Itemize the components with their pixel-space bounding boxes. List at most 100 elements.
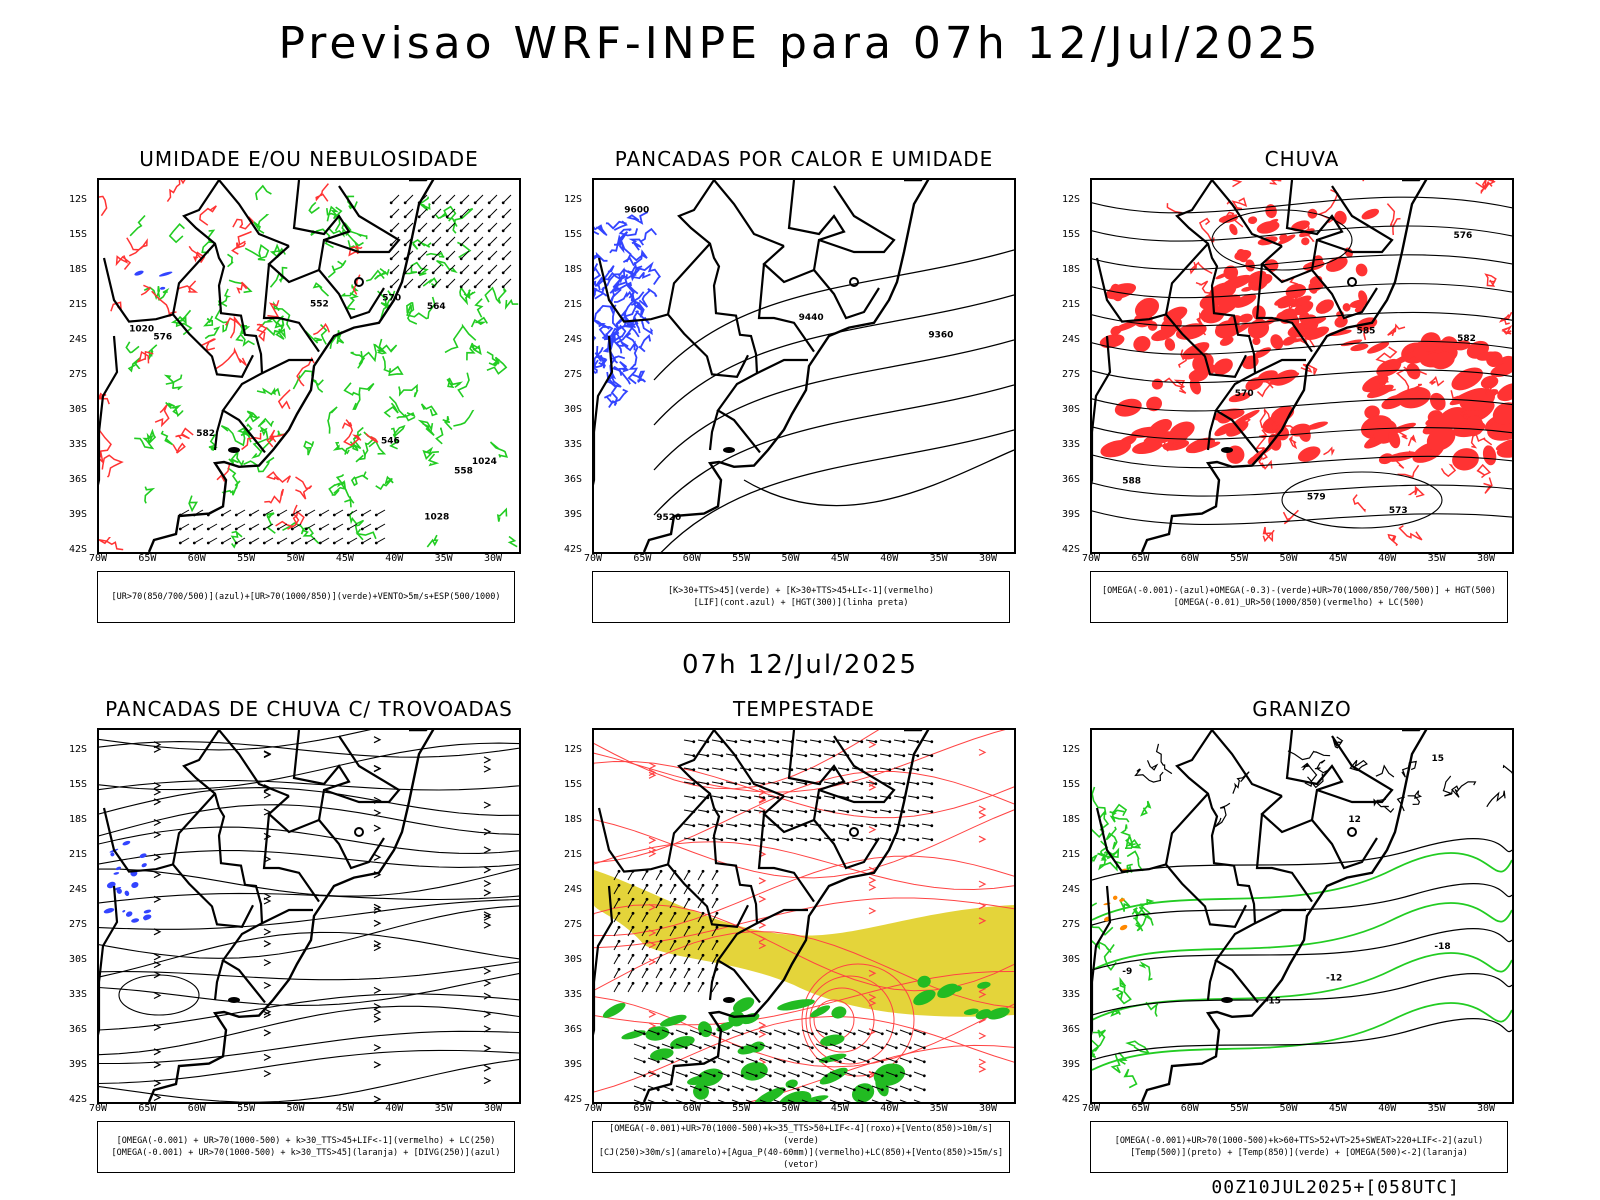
latitude-tick-label: 15S bbox=[564, 229, 583, 240]
longitude-tick-label: 40W bbox=[1378, 1103, 1397, 1114]
longitude-tick-label: 70W bbox=[89, 1103, 108, 1114]
longitude-tick-label: 45W bbox=[830, 553, 849, 564]
longitude-tick-label: 50W bbox=[1279, 1103, 1298, 1114]
panel-title: PANCADAS POR CALOR E UMIDADE bbox=[614, 147, 994, 171]
latitude-tick-label: 12S bbox=[1062, 194, 1081, 205]
latitude-tick-label: 21S bbox=[69, 299, 88, 310]
latitude-tick-label: 12S bbox=[69, 194, 88, 205]
middle-title: 07h 12/Jul/2025 bbox=[682, 650, 918, 680]
contour-label: 9360 bbox=[928, 330, 953, 340]
main-title: Previsao WRF-INPE para 07h 12/Jul/2025 bbox=[278, 18, 1322, 69]
longitude-tick-label: 40W bbox=[1378, 553, 1397, 564]
longitude-tick-label: 35W bbox=[929, 553, 948, 564]
longitude-tick-label: 65W bbox=[138, 1103, 157, 1114]
latitude-tick-label: 21S bbox=[564, 849, 583, 860]
longitude-tick-label: 40W bbox=[880, 1103, 899, 1114]
latitude-tick-label: 21S bbox=[1062, 849, 1081, 860]
panel-legend: [OMEGA(-0.001)+UR>70(1000-500)+k>60+TTS>… bbox=[1090, 1121, 1508, 1173]
forecast-map bbox=[592, 728, 1016, 1104]
contour-label: 9440 bbox=[799, 313, 824, 323]
forecast-map: 1020 1024 1028 558 564 570 576 582 552 546 bbox=[97, 178, 521, 554]
contour-label: 588 bbox=[1122, 477, 1141, 487]
contour-label: 570 bbox=[382, 293, 401, 303]
forecast-map: -9 -12 -15 -18 12 15 bbox=[1090, 728, 1514, 1104]
longitude-tick-label: 60W bbox=[187, 553, 206, 564]
contour-label: 552 bbox=[310, 300, 329, 310]
contour-label: 546 bbox=[381, 437, 400, 447]
legend-line: [OMEGA(-0.001) + UR>70(1000-500) + k>30_… bbox=[111, 1148, 501, 1158]
contour-label: 15 bbox=[1432, 754, 1445, 764]
contour-label: -18 bbox=[1434, 942, 1450, 952]
contour-label: 1028 bbox=[424, 513, 449, 523]
contour-label: 570 bbox=[1235, 389, 1254, 399]
contour-label: 576 bbox=[153, 332, 172, 342]
latitude-tick-label: 24S bbox=[564, 884, 583, 895]
latitude-tick-label: 27S bbox=[564, 369, 583, 380]
contour-label: 585 bbox=[1357, 326, 1376, 336]
latitude-tick-label: 18S bbox=[564, 264, 583, 275]
longitude-tick-label: 30W bbox=[484, 553, 503, 564]
longitude-tick-label: 65W bbox=[633, 1103, 652, 1114]
longitude-tick-label: 50W bbox=[781, 553, 800, 564]
latitude-tick-label: 24S bbox=[1062, 334, 1081, 345]
longitude-tick-label: 45W bbox=[335, 1103, 354, 1114]
latitude-tick-label: 21S bbox=[564, 299, 583, 310]
contour-label: -15 bbox=[1265, 997, 1281, 1007]
longitude-tick-label: 35W bbox=[1427, 1103, 1446, 1114]
longitude-tick-label: 60W bbox=[187, 1103, 206, 1114]
latitude-tick-label: 33S bbox=[69, 439, 88, 450]
latitude-tick-label: 18S bbox=[1062, 814, 1081, 825]
longitude-tick-label: 55W bbox=[732, 1103, 751, 1114]
latitude-tick-label: 33S bbox=[69, 989, 88, 1000]
latitude-tick-label: 15S bbox=[564, 779, 583, 790]
longitude-tick-label: 45W bbox=[830, 1103, 849, 1114]
latitude-tick-label: 42S bbox=[1062, 544, 1081, 555]
latitude-tick-label: 30S bbox=[69, 954, 88, 965]
longitude-tick-label: 45W bbox=[1328, 553, 1347, 564]
latitude-tick-label: 12S bbox=[564, 194, 583, 205]
latitude-tick-label: 36S bbox=[69, 1024, 88, 1035]
latitude-tick-label: 33S bbox=[564, 439, 583, 450]
latitude-tick-label: 21S bbox=[1062, 299, 1081, 310]
run-time-footer: 00Z10JUL2025+[058UTC] bbox=[1211, 1177, 1460, 1198]
panel-title: UMIDADE E/OU NEBULOSIDADE bbox=[139, 147, 479, 171]
longitude-tick-label: 30W bbox=[979, 1103, 998, 1114]
longitude-tick-label: 65W bbox=[1131, 1103, 1150, 1114]
panel-title: GRANIZO bbox=[1252, 697, 1352, 721]
contour-label: 9600 bbox=[624, 206, 649, 216]
contour-label: 573 bbox=[1389, 506, 1408, 516]
longitude-tick-label: 60W bbox=[682, 553, 701, 564]
legend-line: [OMEGA(-0.001) + UR>70(1000-500) + k>30_… bbox=[116, 1136, 496, 1146]
longitude-tick-label: 55W bbox=[1230, 1103, 1249, 1114]
latitude-tick-label: 27S bbox=[69, 919, 88, 930]
panel-legend: [UR>70(850/700/500)](azul)+[UR>70(1000/8… bbox=[97, 571, 515, 623]
latitude-tick-label: 33S bbox=[564, 989, 583, 1000]
contour-label: 582 bbox=[1457, 334, 1476, 344]
contour-label: 582 bbox=[196, 429, 215, 439]
latitude-tick-label: 39S bbox=[69, 1059, 88, 1070]
contour-label: 558 bbox=[454, 466, 473, 476]
latitude-tick-label: 27S bbox=[564, 919, 583, 930]
panel-legend: [OMEGA(-0.001)+UR>70(1000-500)+k>35_TTS>… bbox=[592, 1121, 1010, 1173]
panel-legend: [OMEGA(-0.001)-(azul)+OMEGA(-0.3)-(verde… bbox=[1090, 571, 1508, 623]
latitude-tick-label: 12S bbox=[69, 744, 88, 755]
longitude-tick-label: 55W bbox=[1230, 553, 1249, 564]
longitude-tick-label: 30W bbox=[1477, 553, 1496, 564]
latitude-tick-label: 39S bbox=[69, 509, 88, 520]
legend-line: [UR>70(850/700/500)](azul)+[UR>70(1000/8… bbox=[111, 592, 501, 602]
longitude-tick-label: 30W bbox=[484, 1103, 503, 1114]
longitude-tick-label: 35W bbox=[434, 553, 453, 564]
forecast-map: 588 585 582 579 576 573 570 bbox=[1090, 178, 1514, 554]
longitude-tick-label: 30W bbox=[1477, 1103, 1496, 1114]
latitude-tick-label: 24S bbox=[69, 334, 88, 345]
longitude-tick-label: 45W bbox=[1328, 1103, 1347, 1114]
latitude-tick-label: 36S bbox=[564, 474, 583, 485]
contour-label: 579 bbox=[1307, 493, 1326, 503]
legend-line: [OMEGA(-0.001)-(azul)+OMEGA(-0.3)-(verde… bbox=[1101, 586, 1497, 596]
latitude-tick-label: 30S bbox=[564, 404, 583, 415]
longitude-tick-label: 65W bbox=[1131, 553, 1150, 564]
panel-title: PANCADAS DE CHUVA C/ TROVOADAS bbox=[105, 697, 513, 721]
longitude-tick-label: 70W bbox=[584, 553, 603, 564]
contour-label: 12 bbox=[1348, 815, 1361, 825]
longitude-tick-label: 35W bbox=[929, 1103, 948, 1114]
